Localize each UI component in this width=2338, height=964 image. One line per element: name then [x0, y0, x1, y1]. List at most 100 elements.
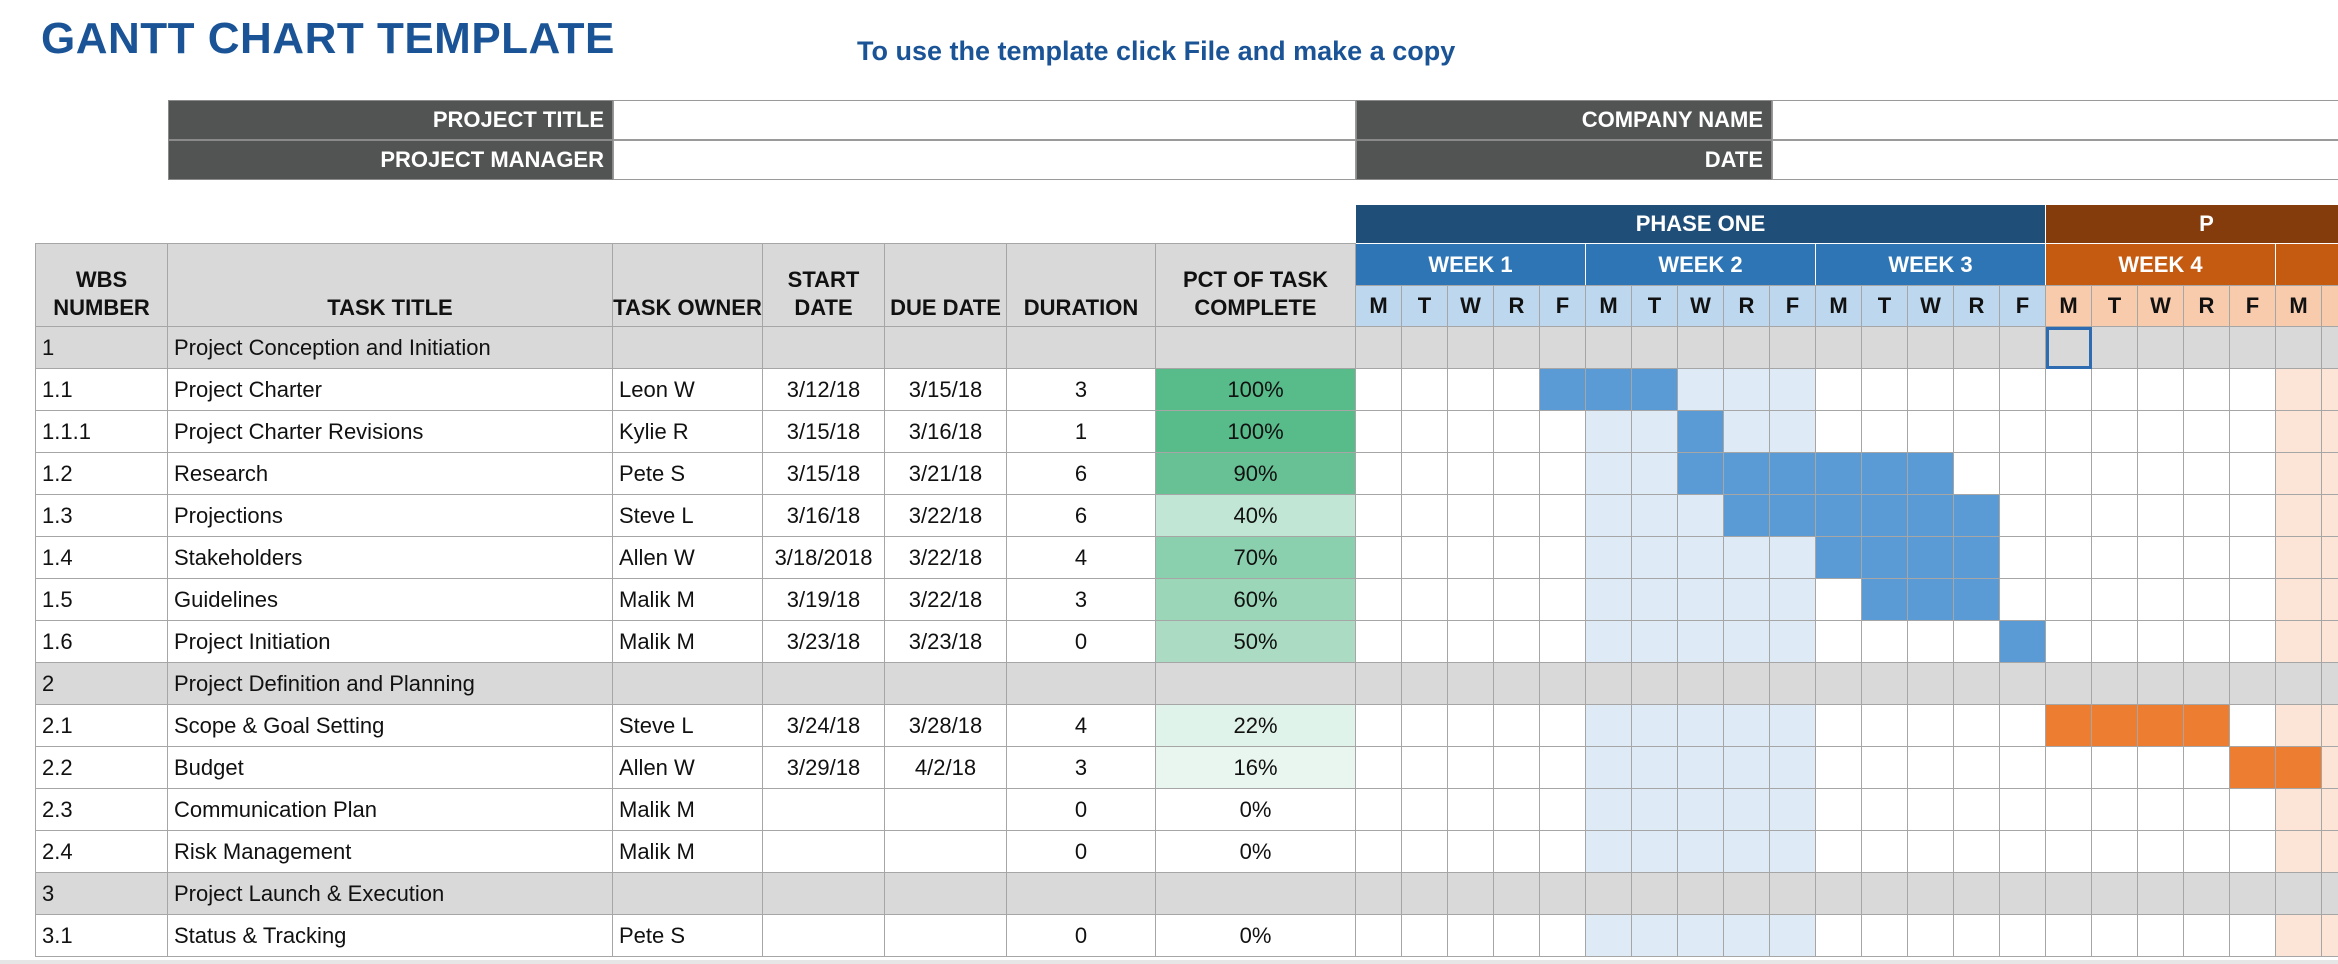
duration-cell[interactable]: 1: [1007, 411, 1156, 453]
duration-cell[interactable]: 0: [1007, 789, 1156, 831]
gantt-cell[interactable]: [1402, 579, 1448, 621]
gantt-cell[interactable]: [2092, 537, 2138, 579]
gantt-cell[interactable]: [1494, 621, 1540, 663]
gantt-cell[interactable]: [2184, 327, 2230, 369]
gantt-cell[interactable]: [1724, 621, 1770, 663]
gantt-cell[interactable]: [2184, 789, 2230, 831]
wbs-cell[interactable]: 2: [35, 663, 168, 705]
task-title-cell[interactable]: Guidelines: [168, 579, 613, 621]
gantt-cell[interactable]: [1586, 537, 1632, 579]
gantt-cell[interactable]: [1770, 621, 1816, 663]
wbs-cell[interactable]: 2.1: [35, 705, 168, 747]
day-letter[interactable]: T: [1632, 285, 1678, 327]
duration-header[interactable]: DURATION: [1007, 243, 1156, 327]
gantt-cell[interactable]: [1586, 327, 1632, 369]
gantt-cell[interactable]: [1586, 453, 1632, 495]
day-letter[interactable]: R: [1954, 285, 2000, 327]
gantt-cell[interactable]: [2322, 873, 2338, 915]
gantt-cell[interactable]: [1356, 495, 1402, 537]
gantt-cell[interactable]: [1402, 915, 1448, 957]
gantt-cell[interactable]: [2092, 579, 2138, 621]
day-letter[interactable]: R: [1724, 285, 1770, 327]
pct-complete-cell[interactable]: 16%: [1156, 747, 1356, 789]
gantt-cell[interactable]: [2322, 537, 2338, 579]
gantt-cell[interactable]: [1586, 663, 1632, 705]
wbs-cell[interactable]: 1.6: [35, 621, 168, 663]
gantt-cell[interactable]: [1862, 915, 1908, 957]
gantt-bar-segment[interactable]: [1770, 495, 1816, 537]
gantt-cell[interactable]: [1816, 831, 1862, 873]
gantt-bar-segment[interactable]: [1540, 369, 1586, 411]
gantt-cell[interactable]: [1954, 915, 2000, 957]
day-letter[interactable]: F: [1770, 285, 1816, 327]
pct-complete-cell[interactable]: 100%: [1156, 369, 1356, 411]
gantt-cell[interactable]: [1954, 747, 2000, 789]
gantt-cell[interactable]: [2092, 411, 2138, 453]
gantt-cell[interactable]: [2230, 537, 2276, 579]
start-date-cell[interactable]: 3/15/18: [763, 453, 885, 495]
gantt-cell[interactable]: [1908, 621, 1954, 663]
gantt-bar-segment[interactable]: [1724, 453, 1770, 495]
start-date-cell[interactable]: [763, 327, 885, 369]
task-owner-cell[interactable]: Allen W: [613, 537, 763, 579]
gantt-cell[interactable]: [1402, 705, 1448, 747]
gantt-cell[interactable]: [1770, 411, 1816, 453]
due-date-header[interactable]: DUE DATE: [885, 243, 1007, 327]
duration-cell[interactable]: 4: [1007, 537, 1156, 579]
task-title-cell[interactable]: Risk Management: [168, 831, 613, 873]
gantt-cell[interactable]: [1494, 747, 1540, 789]
gantt-cell[interactable]: [1586, 411, 1632, 453]
gantt-cell[interactable]: [1402, 873, 1448, 915]
gantt-cell[interactable]: [1356, 873, 1402, 915]
gantt-cell[interactable]: [1494, 369, 1540, 411]
task-owner-cell[interactable]: Pete S: [613, 915, 763, 957]
duration-cell[interactable]: [1007, 327, 1156, 369]
due-date-cell[interactable]: 3/23/18: [885, 621, 1007, 663]
gantt-cell[interactable]: [2230, 453, 2276, 495]
gantt-cell[interactable]: [1816, 579, 1862, 621]
wbs-cell[interactable]: 1.4: [35, 537, 168, 579]
gantt-cell[interactable]: [2184, 495, 2230, 537]
pct-complete-cell[interactable]: 0%: [1156, 789, 1356, 831]
gantt-cell[interactable]: [2000, 411, 2046, 453]
gantt-cell[interactable]: [1448, 831, 1494, 873]
gantt-cell[interactable]: [2092, 621, 2138, 663]
gantt-cell[interactable]: [2276, 495, 2322, 537]
gantt-cell[interactable]: [2138, 831, 2184, 873]
gantt-cell[interactable]: [2138, 873, 2184, 915]
gantt-bar-segment[interactable]: [1724, 495, 1770, 537]
gantt-bar-segment[interactable]: [1862, 579, 1908, 621]
due-date-cell[interactable]: 3/16/18: [885, 411, 1007, 453]
date-field[interactable]: [1772, 140, 2338, 180]
gantt-cell[interactable]: [2322, 453, 2338, 495]
pct-complete-cell[interactable]: [1156, 327, 1356, 369]
gantt-cell[interactable]: [2276, 663, 2322, 705]
gantt-cell[interactable]: [1678, 873, 1724, 915]
gantt-cell[interactable]: [1494, 663, 1540, 705]
gantt-cell[interactable]: [1448, 789, 1494, 831]
gantt-bar-segment[interactable]: [1816, 537, 1862, 579]
gantt-cell[interactable]: [1954, 705, 2000, 747]
gantt-cell[interactable]: [1586, 747, 1632, 789]
gantt-cell[interactable]: [2230, 579, 2276, 621]
gantt-cell[interactable]: [2276, 831, 2322, 873]
gantt-cell[interactable]: [1540, 705, 1586, 747]
gantt-cell[interactable]: [1402, 453, 1448, 495]
gantt-cell[interactable]: [1632, 705, 1678, 747]
gantt-cell[interactable]: [1862, 369, 1908, 411]
duration-cell[interactable]: 6: [1007, 453, 1156, 495]
week-header[interactable]: WEEK 3: [1816, 243, 2046, 285]
gantt-cell[interactable]: [2046, 621, 2092, 663]
gantt-cell[interactable]: [1402, 411, 1448, 453]
gantt-cell[interactable]: [1862, 831, 1908, 873]
gantt-cell[interactable]: [2046, 789, 2092, 831]
gantt-cell[interactable]: [1632, 621, 1678, 663]
gantt-cell[interactable]: [2046, 411, 2092, 453]
gantt-bar-segment[interactable]: [1908, 579, 1954, 621]
wbs-cell[interactable]: 2.2: [35, 747, 168, 789]
wbs-cell[interactable]: 1.1.1: [35, 411, 168, 453]
gantt-cell[interactable]: [1356, 789, 1402, 831]
gantt-cell[interactable]: [2322, 789, 2338, 831]
gantt-cell[interactable]: [1908, 747, 1954, 789]
day-letter[interactable]: M: [2276, 285, 2322, 327]
